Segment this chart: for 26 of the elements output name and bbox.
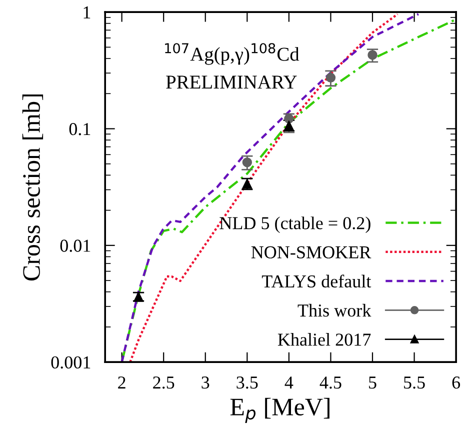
x-axis-title: E$_{p}$ [MeV] bbox=[230, 398, 330, 423]
y-tick-label: 0.001 bbox=[51, 356, 90, 369]
legend-label: This work bbox=[298, 304, 372, 317]
annotation: PRELIMINARY bbox=[166, 76, 297, 88]
point bbox=[284, 114, 294, 124]
annotation: $^{107}$Ag(p,γ)$^{108}$Cd bbox=[165, 43, 300, 65]
legend-label: NLD 5 (ctable = 0.2) bbox=[220, 216, 370, 233]
legend-label: NON-SMOKER bbox=[251, 246, 372, 258]
x-tick-label: 2.5 bbox=[153, 376, 174, 389]
y-tick-label: 1 bbox=[84, 6, 90, 18]
y-axis-title: Cross section [mb] bbox=[22, 94, 44, 280]
x-tick-label: 5 bbox=[369, 376, 376, 389]
point bbox=[242, 157, 252, 168]
x-tick-label: 4.5 bbox=[320, 376, 342, 389]
x-tick-label: 3 bbox=[202, 376, 210, 389]
point bbox=[368, 50, 378, 60]
x-tick-label: 3.5 bbox=[236, 376, 258, 389]
x-tick-label: 6 bbox=[452, 376, 460, 389]
x-tick-label: 4 bbox=[284, 376, 294, 388]
legend-label: TALYS default bbox=[262, 274, 372, 288]
x-tick-label: 5.5 bbox=[404, 376, 425, 389]
legend-label: Khaliel 2017 bbox=[278, 333, 371, 346]
y-tick-label: 0.1 bbox=[69, 122, 90, 136]
point bbox=[326, 72, 336, 83]
x-tick-label: 2 bbox=[118, 376, 126, 388]
y-tick-label: 0.01 bbox=[60, 240, 90, 252]
